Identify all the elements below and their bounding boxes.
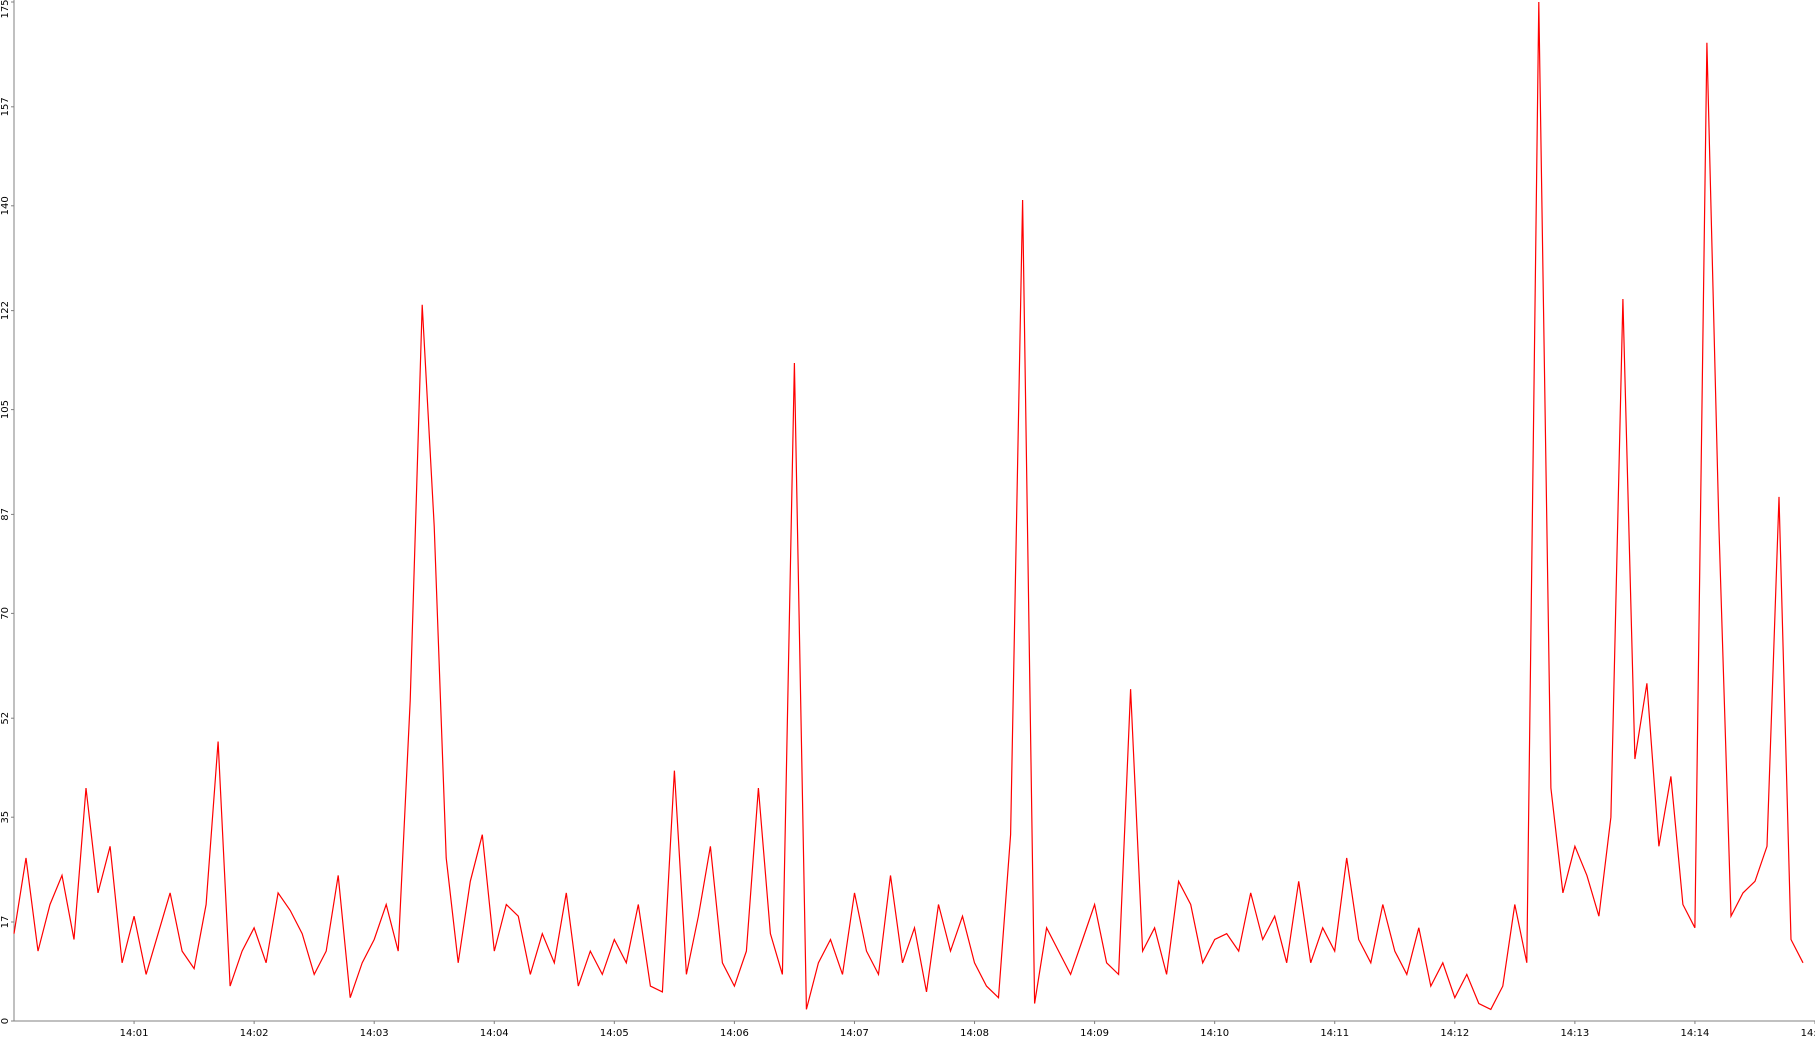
x-tick-label: 14:12 <box>1440 1028 1469 1039</box>
y-tick-label: 70 <box>0 607 11 620</box>
x-tick-label: 14:01 <box>120 1028 149 1039</box>
x-tick-label: 14:05 <box>600 1028 629 1039</box>
x-tick-label: 14:15 <box>1801 1028 1815 1039</box>
y-tick-label: 140 <box>0 196 11 215</box>
x-tick-label: 14:04 <box>480 1028 509 1039</box>
x-tick-label: 14:08 <box>960 1028 989 1039</box>
x-tick-label: 14:10 <box>1200 1028 1229 1039</box>
y-tick-label: 105 <box>0 400 11 419</box>
data-line <box>13 1 1804 1011</box>
y-tick-label: 0 <box>0 1018 11 1024</box>
y-tick-label: 122 <box>0 301 11 320</box>
y-tick-label: 52 <box>0 712 11 725</box>
x-tick-label: 14:06 <box>720 1028 749 1039</box>
x-tick-label: 14:14 <box>1681 1028 1710 1039</box>
x-tick-label: 14:02 <box>240 1028 269 1039</box>
y-tick-label: 87 <box>0 508 11 521</box>
y-tick-label: 35 <box>0 811 11 824</box>
y-tick-label: 175 <box>0 0 11 19</box>
x-tick-label: 14:09 <box>1080 1028 1109 1039</box>
y-tick-label: 17 <box>0 916 11 929</box>
x-tick-label: 14:03 <box>360 1028 389 1039</box>
x-tick-label: 14:07 <box>840 1028 869 1039</box>
x-tick-label: 14:13 <box>1560 1028 1589 1039</box>
y-tick-label: 157 <box>0 97 11 116</box>
x-tick-label: 14:11 <box>1320 1028 1349 1039</box>
